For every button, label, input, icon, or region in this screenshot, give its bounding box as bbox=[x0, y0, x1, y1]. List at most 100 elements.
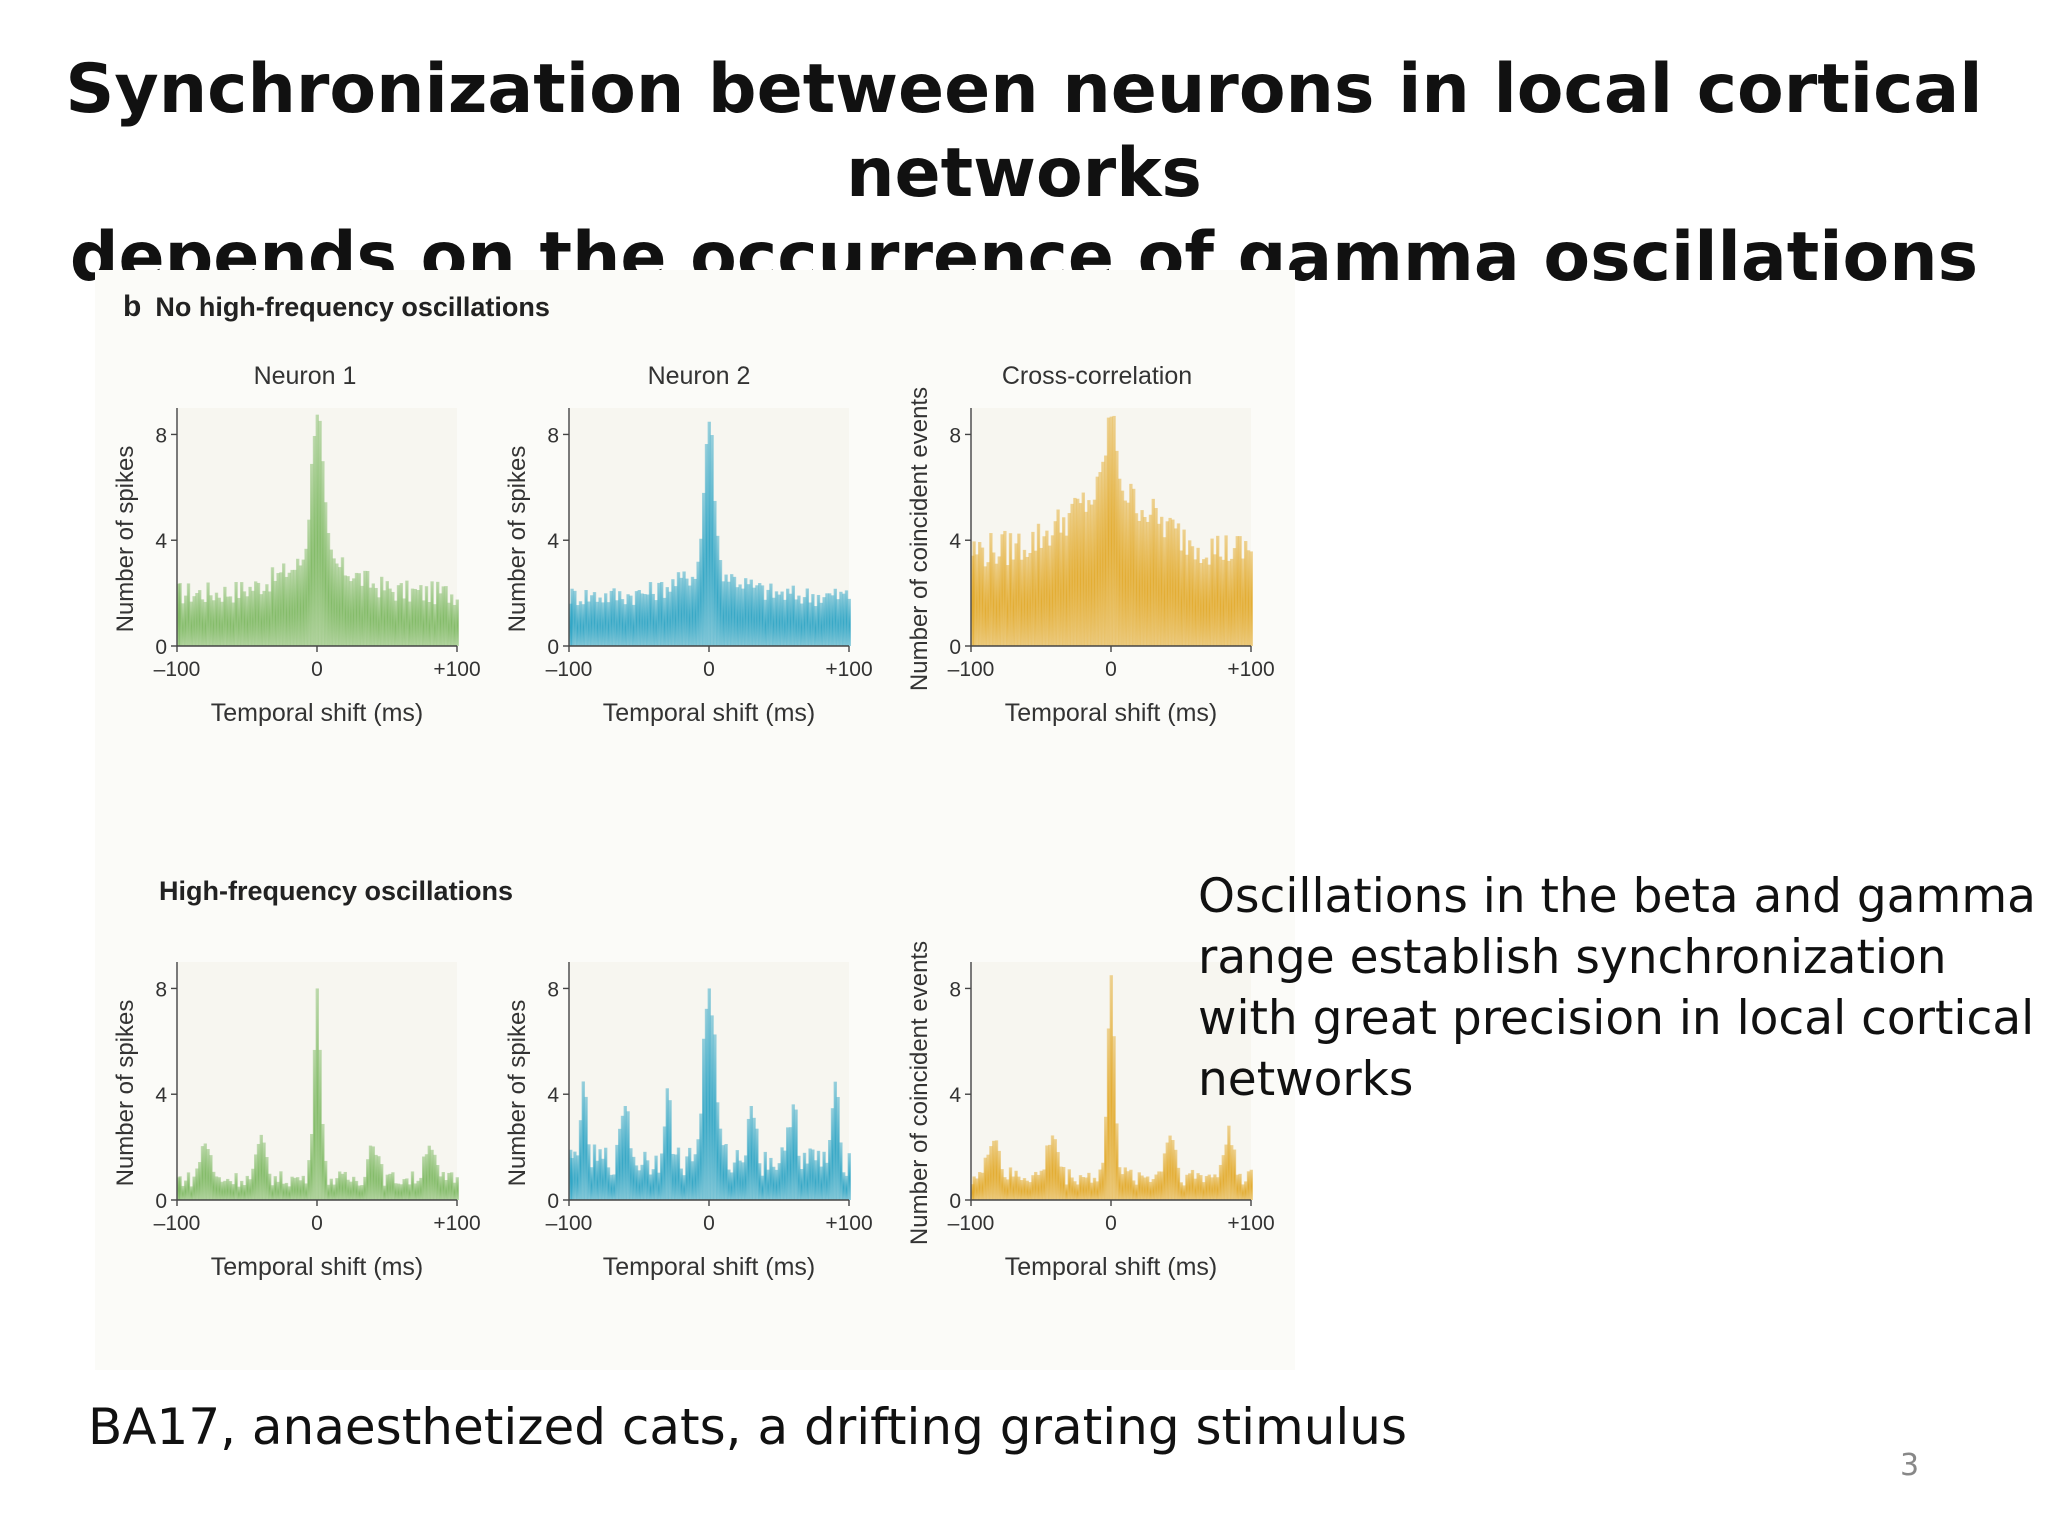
histogram-bar bbox=[184, 1180, 188, 1200]
histogram-bar bbox=[1241, 558, 1245, 646]
histogram-bar bbox=[1014, 1170, 1018, 1200]
histogram-bar bbox=[1081, 1177, 1085, 1200]
histogram-bar bbox=[707, 421, 711, 646]
histogram-bar bbox=[721, 581, 725, 646]
histogram-bar bbox=[282, 563, 286, 646]
histogram-bar bbox=[332, 558, 336, 646]
histogram-bar bbox=[1095, 476, 1099, 646]
histogram-bar bbox=[822, 597, 826, 646]
x-axis-label: Temporal shift (ms) bbox=[603, 1253, 816, 1281]
y-tick-label: 0 bbox=[547, 636, 559, 659]
histogram-bar bbox=[455, 1177, 459, 1200]
histogram-bar bbox=[371, 583, 375, 646]
slide-title-line1: Synchronization between neurons in local… bbox=[65, 50, 1983, 213]
histogram-bar bbox=[304, 1183, 308, 1200]
histogram-bar bbox=[802, 1152, 807, 1200]
histogram-bar bbox=[839, 1142, 843, 1200]
histogram-bar bbox=[380, 1164, 384, 1200]
histogram-bar bbox=[360, 585, 364, 646]
histogram-bar bbox=[802, 597, 807, 646]
histogram-bar bbox=[774, 1169, 779, 1200]
histogram-bar bbox=[828, 593, 832, 646]
histogram-bar bbox=[570, 588, 574, 646]
histogram-bar bbox=[584, 1096, 588, 1200]
histogram-bar bbox=[1045, 1145, 1049, 1200]
histogram-bar bbox=[1143, 1177, 1147, 1200]
histogram-bar bbox=[385, 581, 389, 646]
histogram-bar bbox=[192, 1176, 196, 1200]
histogram-bar bbox=[828, 1140, 832, 1200]
histogram-bar bbox=[189, 601, 193, 646]
histogram-bar bbox=[276, 573, 280, 646]
histogram-bar bbox=[808, 1148, 812, 1200]
histogram-bar bbox=[780, 1147, 784, 1200]
histogram-bar bbox=[1232, 548, 1237, 646]
histogram-bar bbox=[287, 1186, 291, 1200]
histogram-bar bbox=[1081, 492, 1085, 646]
histogram-bar bbox=[352, 578, 356, 646]
histogram-bar bbox=[380, 576, 384, 646]
histogram-bar bbox=[242, 1185, 247, 1200]
histogram-bar bbox=[424, 586, 429, 646]
histogram-bar bbox=[276, 1181, 280, 1200]
histogram-bar bbox=[626, 1111, 630, 1200]
histogram-bar bbox=[643, 1151, 647, 1200]
histogram-bar bbox=[836, 599, 840, 646]
histogram-bar bbox=[760, 585, 765, 646]
histogram-bar bbox=[217, 1177, 221, 1200]
histogram-bar bbox=[992, 1140, 996, 1200]
histogram-bar bbox=[699, 538, 703, 646]
histogram-bar bbox=[377, 1156, 381, 1200]
histogram-bar bbox=[618, 591, 622, 646]
histogram-bar bbox=[1062, 517, 1066, 646]
histogram-bar bbox=[1238, 1173, 1242, 1200]
histogram-bar bbox=[735, 1150, 739, 1200]
histogram-bar bbox=[312, 1049, 317, 1200]
histogram-bar bbox=[1036, 523, 1041, 646]
histogram-bar bbox=[797, 1155, 801, 1200]
histogram-bar bbox=[279, 572, 283, 646]
y-tick-label: 0 bbox=[155, 1190, 167, 1213]
histogram-bar bbox=[1067, 513, 1071, 646]
histogram-bar bbox=[228, 1181, 233, 1200]
histogram-bar bbox=[836, 1096, 840, 1200]
histogram-bar bbox=[763, 599, 767, 646]
histogram-bar bbox=[735, 587, 739, 646]
histogram-bar bbox=[374, 1154, 378, 1200]
histogram-bar bbox=[1000, 534, 1004, 646]
histogram-bar bbox=[1118, 1167, 1122, 1200]
y-tick-label: 8 bbox=[949, 978, 961, 1001]
histogram-bar bbox=[220, 601, 224, 646]
histogram-bar bbox=[992, 552, 996, 646]
histogram-bar bbox=[1056, 509, 1060, 646]
histogram-bar bbox=[783, 1150, 787, 1200]
histogram-bar bbox=[1078, 1175, 1083, 1200]
histogram-bar bbox=[391, 1172, 395, 1200]
histogram-bar bbox=[1151, 1179, 1155, 1200]
histogram-bar bbox=[1244, 541, 1248, 646]
histogram-bar bbox=[441, 1172, 445, 1200]
histogram-bar bbox=[844, 590, 849, 646]
histogram-bar bbox=[690, 576, 695, 646]
histogram-bar bbox=[598, 597, 602, 646]
histogram-bar bbox=[581, 604, 585, 646]
histogram-bar bbox=[220, 1181, 224, 1200]
histogram-bar bbox=[1050, 535, 1055, 646]
x-tick-label: +100 bbox=[825, 1212, 872, 1235]
histogram-bar bbox=[688, 585, 692, 646]
histogram-bar bbox=[808, 602, 812, 646]
histogram-bar bbox=[671, 1153, 675, 1200]
histogram-bar bbox=[206, 1149, 210, 1200]
histogram-bar bbox=[704, 444, 709, 646]
histogram-bar bbox=[312, 435, 317, 646]
histogram-bar bbox=[298, 1180, 303, 1200]
histogram-bar bbox=[654, 1155, 658, 1200]
histogram-bar bbox=[710, 1015, 714, 1200]
histogram-bar bbox=[727, 581, 731, 646]
histogram-bar bbox=[997, 1150, 1001, 1200]
x-axis-label: Temporal shift (ms) bbox=[603, 699, 816, 727]
histogram-bar bbox=[738, 584, 742, 646]
histogram-bar bbox=[783, 599, 787, 646]
histogram-bar bbox=[203, 601, 207, 646]
